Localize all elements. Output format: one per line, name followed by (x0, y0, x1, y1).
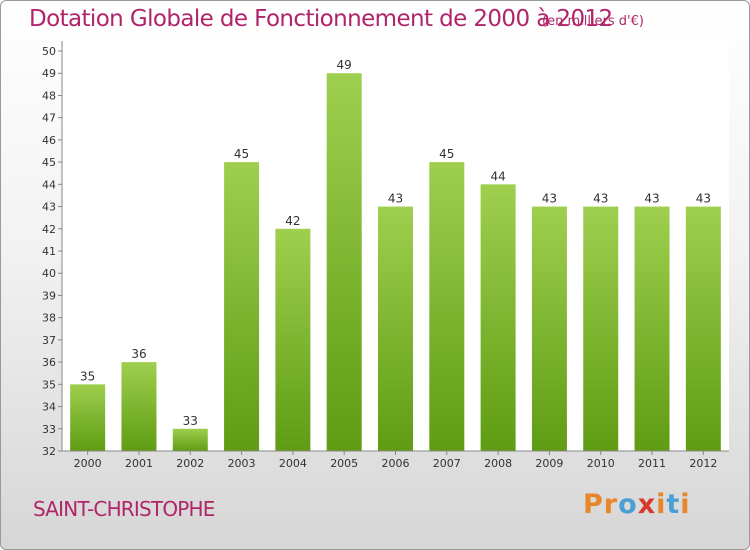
chart-title: Dotation Globale de Fonctionnement de 20… (29, 6, 613, 32)
bar (275, 228, 311, 451)
y-tick-label: 46 (42, 134, 56, 147)
y-tick-label: 34 (42, 401, 56, 414)
bar-value-label: 43 (388, 192, 403, 206)
bar-value-label: 36 (131, 347, 146, 361)
y-tick-label: 36 (42, 356, 56, 369)
logo-letter: P (583, 489, 604, 520)
chart-subtitle: (en milliers d'€) (542, 14, 644, 29)
logo-letter: t (666, 489, 681, 520)
x-tick-label: 2002 (176, 457, 204, 470)
x-tick-label: 2010 (587, 457, 615, 470)
y-tick-label: 42 (42, 223, 56, 236)
bar-value-label: 43 (644, 192, 659, 206)
logo-letter: i (656, 489, 667, 520)
y-tick-label: 40 (42, 267, 56, 280)
proxiti-logo: Proxiti (583, 489, 691, 520)
bar (480, 184, 516, 452)
x-tick-label: 2006 (382, 457, 410, 470)
bar (121, 362, 157, 451)
bar (378, 206, 413, 451)
y-tick-label: 44 (42, 178, 56, 191)
bar (172, 428, 208, 451)
y-tick-label: 45 (42, 156, 56, 169)
x-tick-label: 2008 (484, 457, 512, 470)
bar-value-label: 45 (439, 147, 454, 161)
y-tick-label: 35 (42, 378, 56, 391)
bar-value-label: 45 (234, 147, 249, 161)
x-tick-label: 2011 (638, 457, 666, 470)
commune-name: SAINT-CHRISTOPHE (33, 497, 215, 521)
y-tick-label: 49 (42, 67, 56, 80)
x-tick-label: 2007 (433, 457, 461, 470)
bar (429, 162, 465, 451)
x-tick-label: 2005 (330, 457, 358, 470)
x-tick-label: 2012 (689, 457, 717, 470)
bar (583, 206, 619, 451)
logo-letter: r (603, 489, 619, 520)
y-tick-label: 33 (42, 423, 56, 436)
x-tick-label: 2000 (74, 457, 102, 470)
y-tick-label: 37 (42, 334, 56, 347)
bar-value-label: 49 (337, 58, 352, 72)
bar (531, 206, 567, 451)
bar-value-label: 44 (490, 169, 505, 183)
logo-letter: i (680, 489, 691, 520)
bar-value-label: 43 (593, 192, 608, 206)
x-tick-label: 2003 (228, 457, 256, 470)
bar-value-label: 43 (696, 192, 711, 206)
logo-letter: o (618, 489, 638, 520)
y-tick-label: 32 (42, 445, 56, 458)
bar-value-label: 35 (80, 369, 95, 383)
y-tick-label: 43 (42, 201, 56, 214)
y-tick-label: 41 (42, 245, 56, 258)
x-tick-label: 2004 (279, 457, 307, 470)
x-tick-label: 2009 (535, 457, 563, 470)
bar (224, 162, 260, 451)
bar (685, 206, 721, 451)
bar-value-label: 42 (285, 214, 300, 228)
bar-value-label: 33 (183, 414, 198, 428)
y-tick-label: 47 (42, 112, 56, 125)
y-tick-label: 50 (42, 45, 56, 58)
logo-letter: x (637, 489, 657, 520)
y-tick-label: 39 (42, 289, 56, 302)
y-tick-label: 48 (42, 89, 56, 102)
x-tick-label: 2001 (125, 457, 153, 470)
bar (326, 73, 362, 451)
bar (634, 206, 670, 451)
bar-value-label: 43 (542, 192, 557, 206)
bar (70, 384, 106, 451)
y-tick-label: 38 (42, 312, 56, 325)
